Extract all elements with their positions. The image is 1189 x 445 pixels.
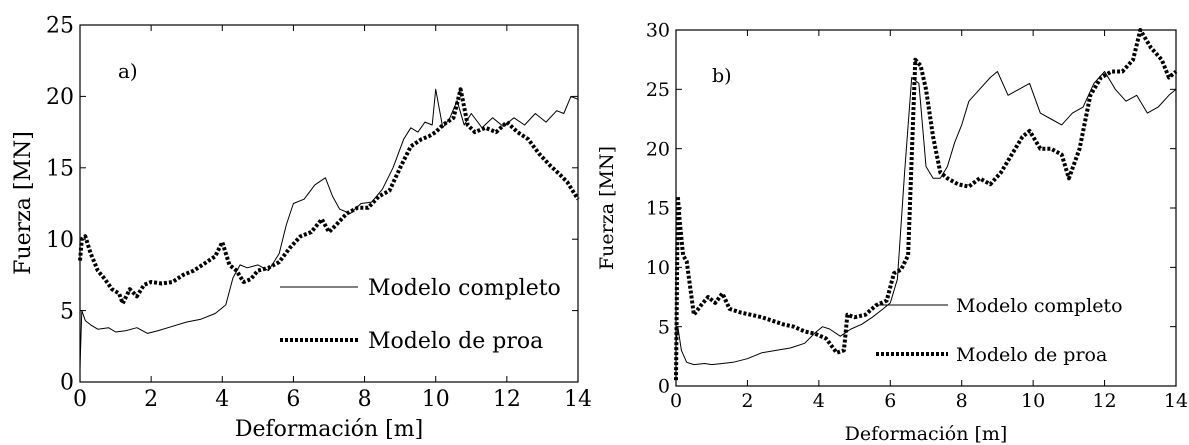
chart-panel-b: 0 2 4 6 8 10 12 14 0 5 10 15 20 25 30 b) Deformación […: [596, 20, 1188, 445]
y-tick-label: 15: [46, 157, 74, 182]
plot-frame: [79, 24, 579, 383]
x-axis-label: Deformación [m]: [845, 423, 1008, 445]
x-tick-label: 0: [670, 390, 682, 412]
legend-label-modelo-completo: Modelo completo: [956, 295, 1123, 317]
y-tick-label: 10: [46, 228, 74, 253]
x-tick-label: 14: [1164, 390, 1188, 412]
y-tick-label: 25: [46, 14, 74, 39]
series-line-modelo-completo: [675, 71, 1177, 366]
y-tick-label: 15: [646, 198, 670, 220]
x-tick-label: 0: [73, 387, 87, 412]
y-tick-label: 20: [646, 138, 670, 160]
series-line-modelo-de-proa: [674, 28, 1178, 381]
y-tick-label: 25: [646, 79, 670, 101]
y-axis-label: Fuerza [MN]: [11, 131, 36, 275]
panel-label: a): [118, 59, 138, 83]
legend-label-modelo-de-proa: Modelo de proa: [956, 344, 1107, 366]
x-tick-label: 12: [493, 387, 521, 412]
y-axis-label: Fuerza [MN]: [596, 146, 618, 270]
x-tick-label: 8: [956, 390, 968, 412]
legend: Modelo completo Modelo de proa: [280, 276, 561, 354]
x-tick-label: 4: [813, 390, 825, 412]
legend: Modelo completo Modelo de proa: [876, 295, 1123, 366]
x-tick-label: 8: [358, 387, 372, 412]
y-tick-label: 0: [658, 376, 670, 398]
y-tick-label: 10: [646, 257, 670, 279]
y-tick-label: 30: [646, 20, 670, 42]
series-line-modelo-completo: [79, 88, 579, 368]
x-tick-label: 2: [741, 390, 753, 412]
x-tick-label: 6: [884, 390, 896, 412]
x-tick-label: 10: [422, 387, 450, 412]
legend-label-modelo-de-proa: Modelo de proa: [368, 329, 543, 354]
x-tick-label: 14: [564, 387, 592, 412]
x-tick-label: 4: [215, 387, 229, 412]
y-tick-label: 0: [60, 371, 74, 396]
x-tick-label: 12: [1092, 390, 1116, 412]
chart-panel-a: 0 2 4 6 8 10 12 14 0 5 10 15 20 25 a) Deformación [m]…: [11, 14, 592, 442]
legend-label-modelo-completo: Modelo completo: [368, 276, 561, 301]
panel-label: b): [712, 65, 732, 87]
y-tick-label: 20: [46, 85, 74, 110]
series-layer: [674, 28, 1178, 381]
x-tick-label: 10: [1021, 390, 1045, 412]
series-line-modelo-de-proa: [78, 87, 580, 306]
axis-ticks: 0 2 4 6 8 10 12 14 0 5 10 15 20 25 30: [646, 20, 1188, 412]
x-tick-label: 6: [286, 387, 300, 412]
axis-ticks: 0 2 4 6 8 10 12 14 0 5 10 15 20 25: [46, 14, 592, 412]
x-axis-label: Deformación [m]: [235, 417, 423, 442]
y-tick-label: 5: [658, 316, 670, 338]
y-tick-label: 5: [60, 299, 74, 324]
x-tick-label: 2: [144, 387, 158, 412]
series-layer: [78, 87, 580, 368]
